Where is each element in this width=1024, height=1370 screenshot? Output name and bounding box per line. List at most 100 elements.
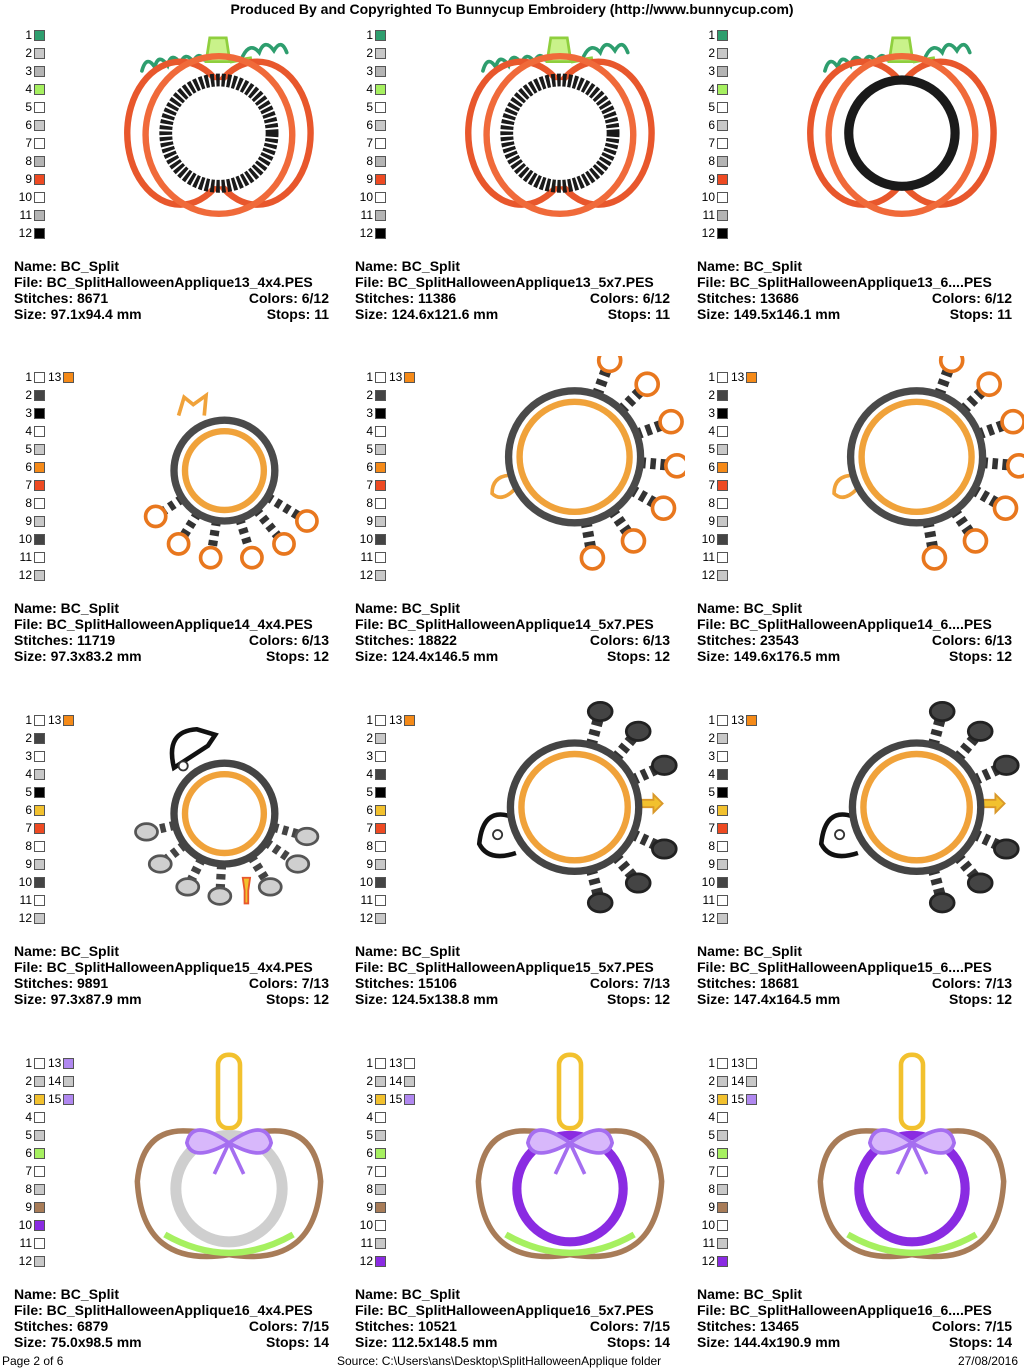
color-number: 10 [701,1218,715,1232]
design-card: 1 13 2 14 3 15 4 5 6 7 8 9 10 11 12 Name: BC_Split File:… [355,1028,670,1358]
color-row: 10 [357,873,415,891]
color-number: 11 [702,208,715,222]
color-row: 7 [357,476,415,494]
color-number: 12 [701,226,715,240]
color-swatch [34,497,45,509]
color-row: 6 [699,801,757,819]
color-row: 4 [357,80,386,98]
apple-artwork [817,1052,1007,1260]
color-number: 6 [366,118,373,132]
color-row: 6 [357,1144,415,1162]
design-info: Name: BC_Split File: BC_SplitHalloweenApp… [14,1286,329,1350]
color-swatch [746,1057,758,1069]
stitch-count: Stitches: 8671 [14,290,109,306]
color-swatch [717,1237,728,1249]
color-swatch [34,1075,45,1087]
color-count: Colors: 7/13 [248,975,329,991]
color-swatch [375,732,386,744]
color-number: 10 [18,532,32,546]
color-row: 7 [699,1162,757,1180]
color-number: 3 [366,64,373,78]
design-name: Name: BC_Split [14,600,120,616]
page-footer: Page 2 of 6 Source: C:\Users\ans\Desktop… [0,1354,1024,1370]
color-number: 14 [389,1074,403,1088]
design-size: Size: 144.4x190.9 mm [697,1334,841,1350]
color-row: 9 [699,170,728,188]
color-swatch [375,1147,386,1159]
file-name: File: BC_SplitHalloweenApplique15_6....P… [697,959,992,975]
color-palette: 1 13 2 3 4 5 6 7 8 9 10 11 12 [357,711,416,927]
design-preview [134,726,320,906]
color-number: 11 [19,1236,32,1250]
stitches-line: Stitches: 18681 Colors: 7/13 [697,975,1012,991]
name-line: Name: BC_Split [14,258,329,274]
color-number: 9 [708,514,715,528]
color-number: 10 [18,1218,32,1232]
color-number: 5 [708,1128,715,1142]
design-size: Size: 149.5x146.1 mm [697,306,841,322]
design-preview [143,391,319,570]
design-card: 1 2 3 4 5 6 7 8 9 10 11 12 Name: BC_Split File: BC_Sp… [697,0,1012,330]
color-swatch [375,1237,386,1249]
color-swatch [34,227,45,239]
color-palette: 1 2 3 4 5 6 7 8 9 10 11 12 [357,26,386,242]
color-number: 1 [708,1056,715,1070]
color-swatch [375,83,386,95]
color-number: 9 [708,857,715,871]
design-card: 1 13 2 3 4 5 6 7 8 9 10 11 12 Name: BC_Split File: BC_… [355,685,678,1015]
color-number: 3 [708,749,715,763]
color-swatch [717,569,728,581]
color-swatch [717,155,728,167]
file-line: File: BC_SplitHalloweenApplique13_4x4.PE… [14,274,329,290]
color-swatch [717,497,728,509]
color-row: 10 [357,1216,415,1234]
color-row: 11 [16,206,45,224]
color-number: 8 [366,496,373,510]
color-swatch [717,389,728,401]
color-number: 8 [366,1182,373,1196]
color-number: 11 [702,893,715,907]
color-swatch [717,876,728,888]
color-swatch [717,209,728,221]
color-row: 9 [357,1198,415,1216]
design-info: Name: BC_Split File: BC_SplitHalloweenApp… [355,600,670,664]
color-row: 12 [16,1252,74,1270]
color-swatch [63,714,75,726]
name-line: Name: BC_Split [697,943,1012,959]
color-row: 4 [357,1108,415,1126]
color-number: 15 [731,1092,745,1106]
color-swatch [375,479,386,491]
color-row: 2 [16,44,45,62]
size-line: Size: 149.5x146.1 mm Stops: 11 [697,306,1012,322]
design-info: Name: BC_Split File: BC_SplitHalloweenApp… [697,943,1012,1007]
color-number: 7 [708,821,715,835]
color-swatch [375,1057,386,1069]
color-number: 6 [366,460,373,474]
color-number: 1 [25,1056,32,1070]
stop-count: Stops: 12 [948,648,1012,664]
file-name: File: BC_SplitHalloweenApplique13_6....P… [697,274,992,290]
color-number: 8 [708,154,715,168]
color-number: 11 [702,1236,715,1250]
color-row: 1 13 [699,368,758,386]
file-name: File: BC_SplitHalloweenApplique15_4x4.PE… [14,959,313,975]
color-row: 9 [357,855,415,873]
color-swatch [34,768,45,780]
design-name: Name: BC_Split [355,600,461,616]
file-line: File: BC_SplitHalloweenApplique15_4x4.PE… [14,959,329,975]
color-row: 12 [16,566,74,584]
color-row: 9 [699,1198,757,1216]
color-swatch [717,822,728,834]
color-swatch [34,65,45,77]
design-info: Name: BC_Split File: BC_SplitHalloweenApp… [355,943,670,1007]
color-swatch [375,1093,386,1105]
color-number: 9 [366,514,373,528]
color-count: Colors: 6/12 [589,290,670,306]
color-swatch [34,1201,45,1213]
color-number: 10 [359,190,373,204]
design-info: Name: BC_Split File: BC_SplitHalloweenApp… [14,258,329,322]
color-row: 8 [699,152,728,170]
color-number: 7 [366,478,373,492]
color-number: 1 [25,370,32,384]
color-number: 5 [25,100,32,114]
